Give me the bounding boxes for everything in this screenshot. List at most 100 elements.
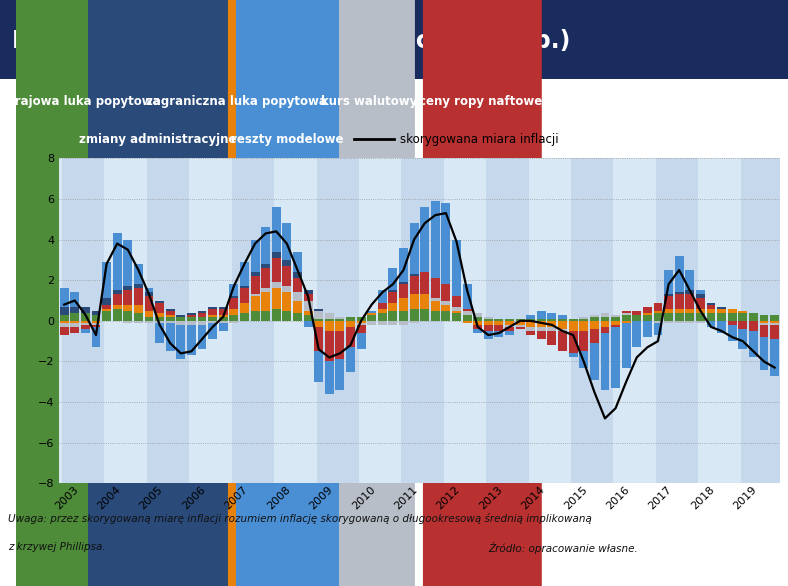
Bar: [367, 313, 376, 315]
Bar: [155, 302, 164, 313]
Bar: [229, 309, 238, 315]
Bar: [346, 317, 355, 321]
Bar: [134, 288, 143, 305]
Bar: [431, 311, 440, 321]
Bar: [272, 258, 281, 282]
Bar: [208, 306, 217, 309]
Bar: [219, 315, 228, 317]
Bar: [261, 311, 270, 321]
Bar: [452, 313, 461, 321]
Bar: [686, 309, 694, 313]
Bar: [155, 317, 164, 321]
Bar: [388, 292, 397, 302]
Bar: [91, 327, 100, 347]
Bar: [401, 158, 444, 483]
Bar: [377, 321, 387, 325]
Bar: [707, 302, 716, 305]
Bar: [144, 288, 154, 292]
Bar: [537, 327, 546, 331]
Bar: [664, 321, 673, 323]
Bar: [410, 274, 418, 276]
Bar: [622, 315, 630, 321]
Bar: [282, 266, 292, 287]
Bar: [548, 327, 556, 331]
Bar: [760, 337, 768, 370]
Bar: [124, 321, 132, 323]
Bar: [698, 158, 741, 483]
Bar: [325, 362, 334, 394]
Bar: [717, 306, 726, 309]
Bar: [388, 302, 397, 311]
Bar: [303, 311, 313, 315]
Bar: [303, 301, 313, 311]
Bar: [346, 347, 355, 372]
Bar: [569, 353, 578, 357]
FancyBboxPatch shape: [322, 0, 415, 586]
Text: kurs walutowy: kurs walutowy: [321, 95, 417, 108]
Text: z krzywej Phillipsa.: z krzywej Phillipsa.: [8, 542, 106, 552]
Bar: [410, 294, 418, 309]
Bar: [357, 325, 366, 333]
Bar: [410, 276, 418, 294]
Bar: [749, 321, 758, 331]
Bar: [484, 331, 492, 339]
Bar: [144, 297, 154, 311]
Bar: [165, 321, 175, 323]
Bar: [579, 331, 588, 352]
Bar: [653, 313, 663, 321]
Bar: [537, 331, 546, 339]
Bar: [314, 327, 323, 352]
Bar: [124, 287, 132, 290]
Bar: [102, 311, 111, 321]
Bar: [336, 321, 344, 331]
Bar: [696, 290, 704, 294]
Bar: [325, 331, 334, 362]
Bar: [738, 313, 747, 321]
Bar: [377, 290, 387, 302]
Bar: [569, 321, 578, 331]
Bar: [770, 325, 779, 339]
Bar: [314, 319, 323, 321]
Bar: [410, 223, 418, 274]
Bar: [548, 313, 556, 319]
Bar: [410, 309, 418, 321]
Bar: [240, 287, 249, 288]
Bar: [187, 325, 196, 355]
Bar: [441, 311, 451, 321]
Bar: [367, 311, 376, 313]
Bar: [325, 321, 334, 331]
Bar: [261, 268, 270, 288]
Bar: [653, 321, 663, 323]
Bar: [219, 309, 228, 315]
Bar: [632, 315, 641, 321]
Bar: [134, 284, 143, 288]
FancyBboxPatch shape: [236, 0, 339, 586]
Bar: [229, 298, 238, 309]
Bar: [102, 262, 111, 298]
Bar: [261, 264, 270, 268]
Bar: [282, 260, 292, 266]
Bar: [165, 311, 175, 315]
Bar: [336, 319, 344, 321]
Bar: [208, 321, 217, 323]
Bar: [272, 288, 281, 309]
Bar: [526, 327, 535, 331]
Bar: [377, 313, 387, 321]
Bar: [187, 321, 196, 325]
Bar: [707, 309, 716, 313]
Bar: [147, 158, 189, 483]
Bar: [282, 292, 292, 311]
Bar: [261, 227, 270, 264]
Bar: [760, 325, 768, 337]
Bar: [611, 315, 620, 317]
Bar: [643, 321, 652, 337]
Bar: [346, 327, 355, 347]
Bar: [420, 272, 429, 294]
Bar: [526, 319, 535, 321]
Bar: [399, 248, 408, 282]
Bar: [70, 323, 80, 327]
Bar: [664, 294, 673, 297]
Bar: [336, 317, 344, 319]
Bar: [388, 311, 397, 321]
Bar: [728, 313, 737, 321]
